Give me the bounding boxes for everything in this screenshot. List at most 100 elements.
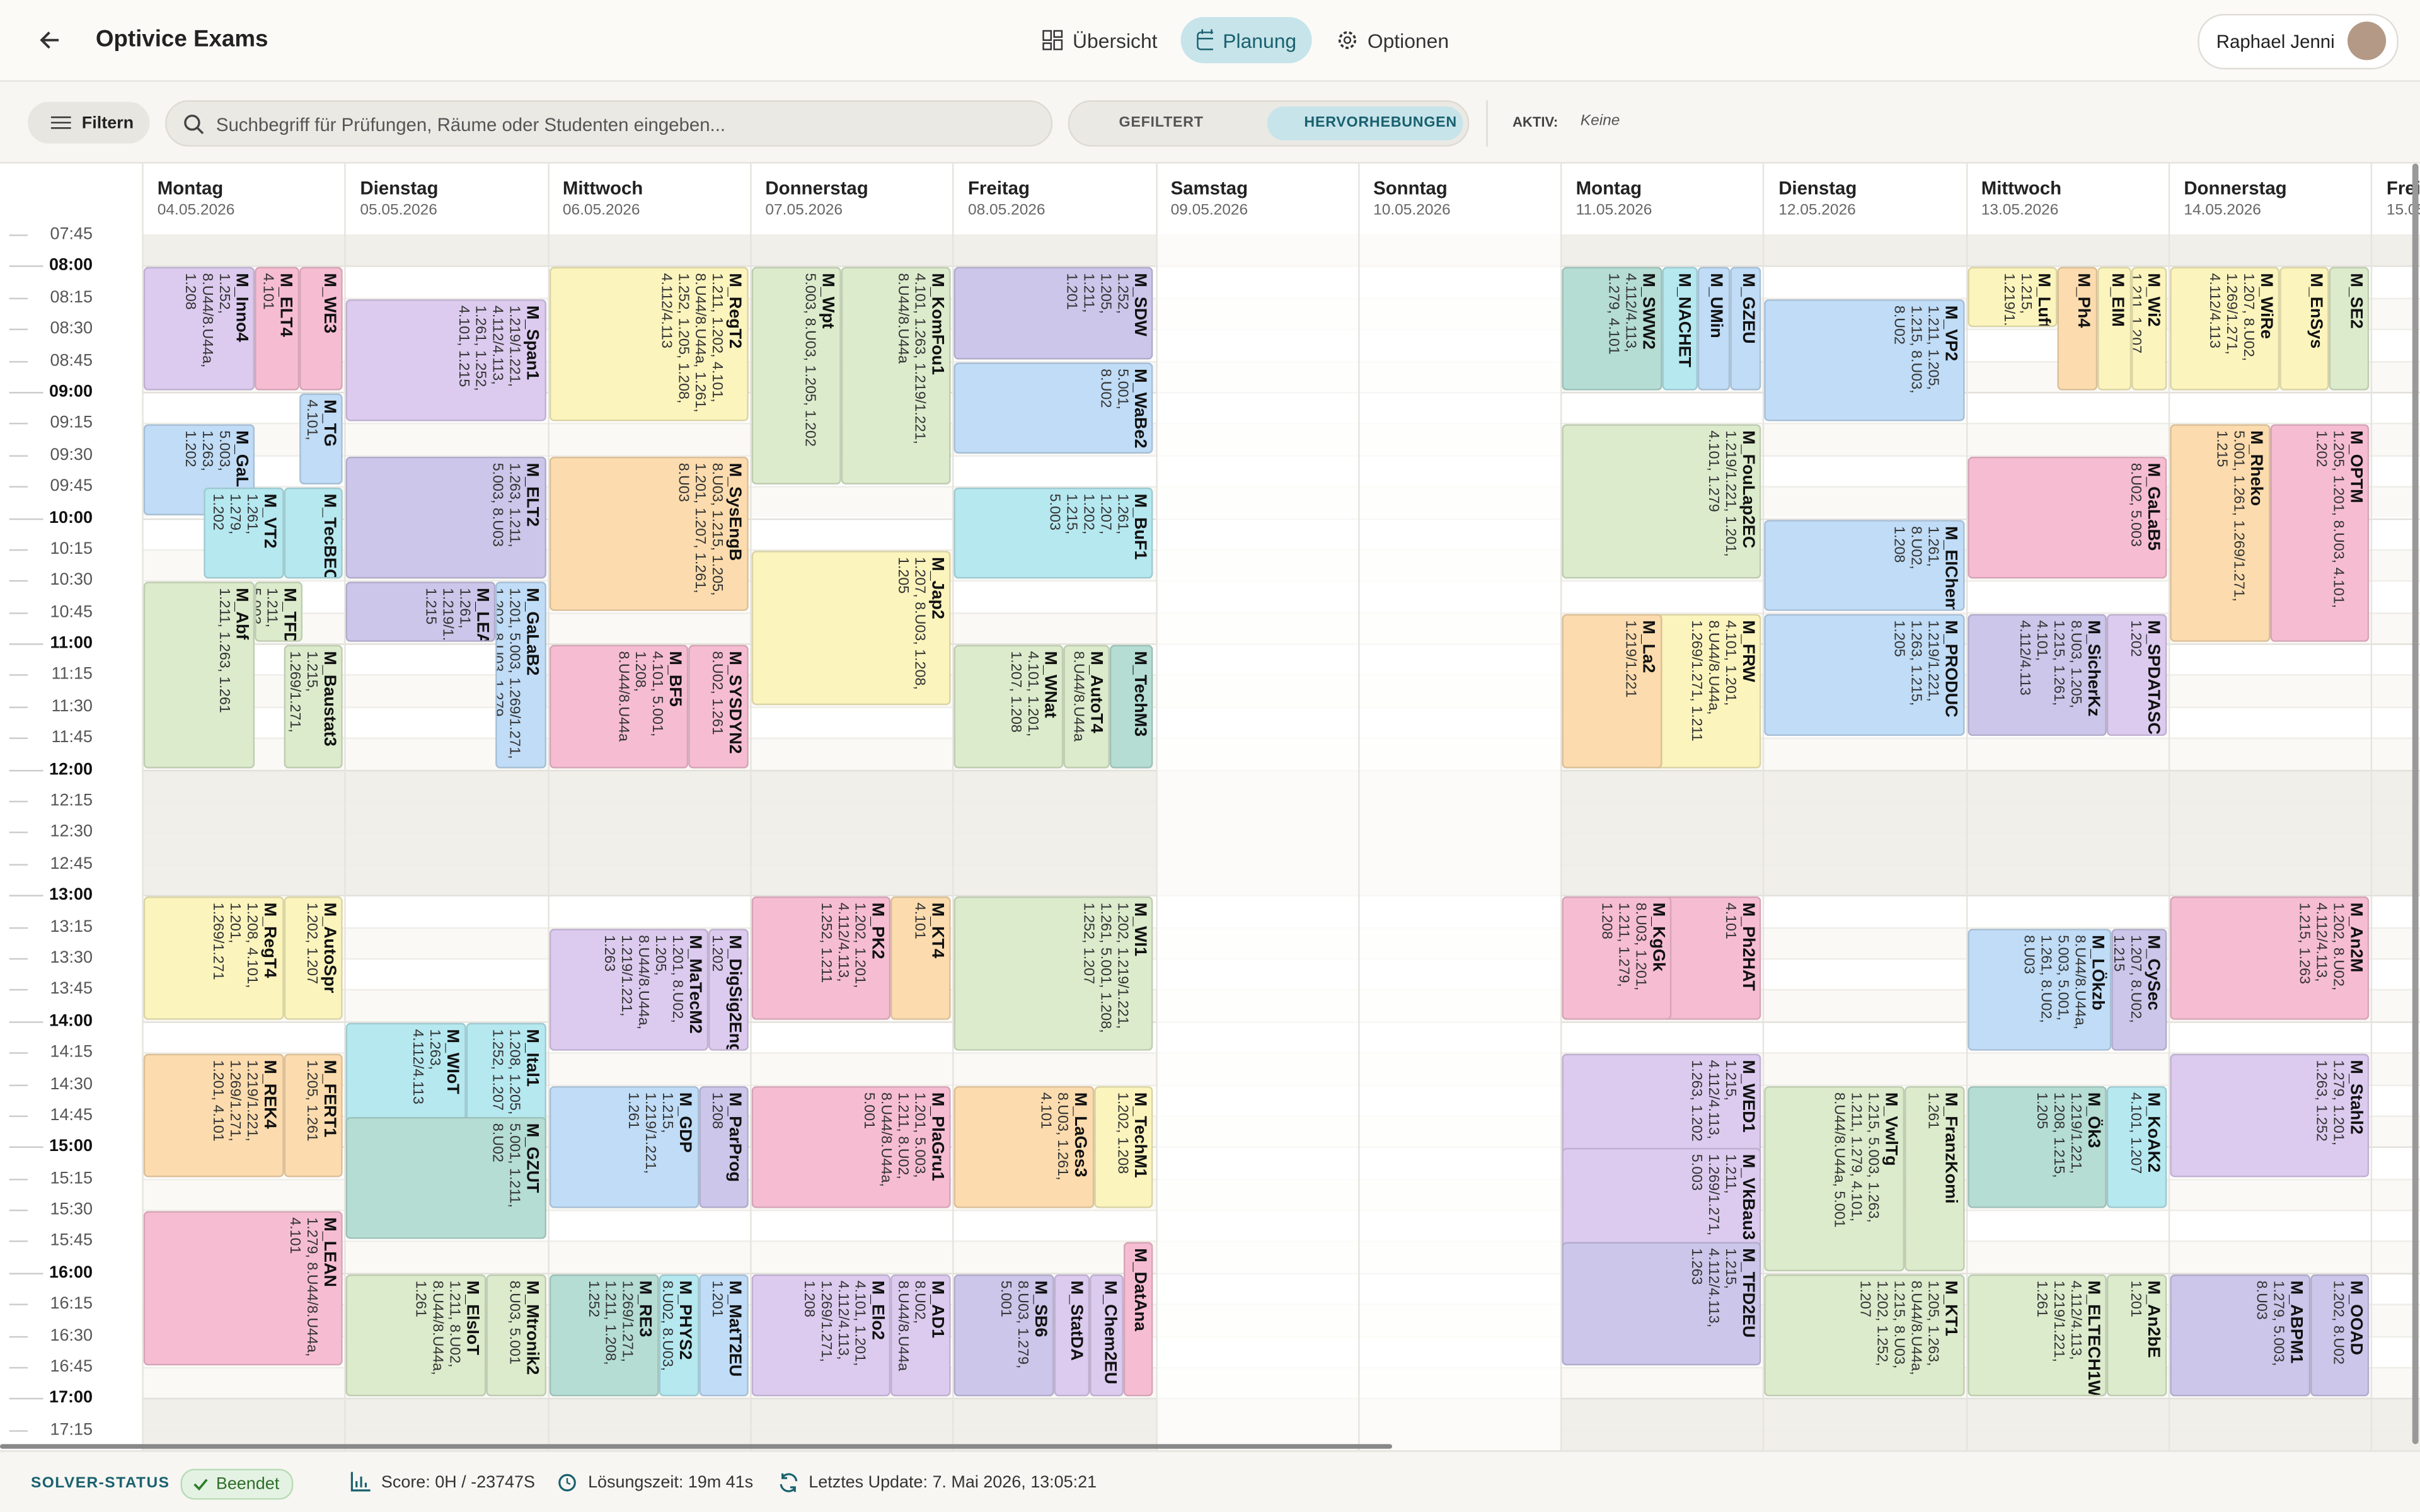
exam-block[interactable]: M_Elo2 4.101, 1.201, 4.112/4.113, 1.269/1… [751,1274,892,1397]
exam-block[interactable]: M_WE3 [299,267,343,391]
exam-block[interactable]: M_AutoSpr 1.202, 1.207 [283,896,343,1020]
exam-block[interactable]: M_FranzKomi 1.261 [1904,1085,1964,1271]
exam-block[interactable]: M_Rheko 5.001, 1.261, 1.269/1.271, 1.215 [2170,425,2270,642]
exam-block[interactable]: M_PRODUC 1.219/1.221, 1.263, 1.215, 1.205 [1765,613,1964,736]
exam-block[interactable]: M_PK2 1.202, 1.201, 4.112/4.113, 1.252, 1… [751,896,892,1020]
exam-block[interactable]: M_GZEU [1729,267,1762,391]
filter-button[interactable]: Filtern [28,101,150,144]
exam-block[interactable]: M_LaGes3 8.U03, 1.261, 4.101 [954,1085,1094,1208]
exam-block[interactable]: M_UMin [1697,267,1730,391]
exam-block[interactable]: M_ABPM1 1.279, 5.003, 8.U03 [2170,1274,2310,1397]
exam-block[interactable]: M_PlaGru1 1.201, 5.003, 1.211, 8.U02, 8.U… [751,1085,952,1208]
exam-block[interactable]: M_KomFou1 4.101, 1.263, 1.219/1.221, 8.U4… [841,267,952,485]
exam-block[interactable]: M_Baustat3 1.215, 1.269/1.271, 1.261 [283,644,343,768]
exam-block[interactable]: M_WI1 1.202, 1.219/1.221, 1.261, 5.001, 1… [954,896,1154,1051]
exam-block[interactable]: M_KT1 1.205, 1.263, 8.U44/8.U44a, 1.215, … [1765,1274,1964,1397]
exam-block[interactable]: M_AD1 8.U02, 8.U44/8.U44a [891,1274,952,1397]
exam-block[interactable]: M_An2bE 1.201 [2107,1274,2167,1397]
exam-block[interactable]: M_An2M 1.202, 8.U02, 4.112/4.113, 1.215, … [2170,896,2370,1020]
exam-block[interactable]: M_FouLap2EC 1.219/1.221, 1.201, 4.101, 1.… [1562,425,1762,580]
exam-block[interactable]: M_Abf 1.211, 1.263, 1.261 [143,581,256,768]
exam-block[interactable]: M_AutoT4 8.U44/8.U44a [1064,644,1110,768]
user-menu[interactable]: Raphael Jenni [2198,14,2399,70]
exam-block[interactable]: M_GZUT 5.001, 1.211, 8.U02 [346,1116,546,1240]
exam-block[interactable]: M_LEAN 1.279, 8.U44/8.U44a, 4.101 [143,1211,343,1366]
exam-block[interactable]: M_RegT2 1.211, 1.202, 4.101, 8.U44/8.U44a… [548,267,749,422]
exam-block[interactable]: M_StatDA [1054,1274,1090,1397]
exam-block[interactable]: M_MatT2EU 1.201 [698,1274,749,1397]
exam-block[interactable]: M_EIChem 1.261, 8.U02, 1.208 [1765,519,1964,610]
exam-block[interactable]: M_FRW 4.101, 1.201, 8.U44/8.U44a, 1.269/1… [1652,613,1762,768]
exam-block[interactable]: M_SPDATASC 1.202 [2107,613,2167,736]
exam-block[interactable]: M_TechM1 1.202, 1.208 [1093,1085,1154,1208]
nav-options[interactable]: Optionen [1321,17,1464,63]
exam-block[interactable]: M_KoAK2 4.101, 1.207 [2107,1085,2167,1208]
exam-block[interactable]: M_SE2 [2329,267,2370,391]
exam-block[interactable]: M_Ph4 [2057,267,2097,391]
exam-block[interactable]: M_OOAD 1.202, 8.U02 [2309,1274,2370,1397]
exam-block[interactable]: M_SWW2 4.112/4.113, 1.279, 4.101 [1562,267,1662,391]
exam-block[interactable]: M_LÖkzb 8.U44/8.U44a, 5.003, 5.001, 1.261… [1967,928,2111,1051]
exam-block[interactable]: M_WaBe2 5.001, 8.U02 [954,362,1154,454]
exam-block[interactable]: M_EnSys [2279,267,2330,391]
search-input[interactable]: Suchbegriff für Prüfungen, Räume oder St… [165,100,1053,147]
exam-block[interactable]: M_Chem2EU [1090,1274,1124,1397]
exam-block[interactable]: M_ParProg 1.208 [698,1085,749,1208]
exam-block[interactable]: M_KgGk 8.U03, 1.201, 1.211, 1.279, 1.208 [1562,896,1672,1020]
exam-block[interactable]: M_RegT4 1.208, 4.101, 1.201, 1.269/1.271 [143,896,284,1020]
toggle-filtered[interactable]: GEFILTERT [1119,114,1204,132]
nav-overview[interactable]: Übersicht [1027,17,1173,63]
exam-block[interactable]: M_ELT2 1.263, 1.211, 5.003, 8.U03 [346,456,546,580]
exam-block[interactable]: M_ELT4 4.101 [255,267,299,391]
exam-block[interactable]: M_LEA 1.261, 1.219/1.221, 1.215 [346,581,496,642]
exam-block[interactable]: M_Ph2HAT 4.101 [1661,896,1762,1020]
exam-block[interactable]: M_SDW 1.252, 1.205, 1.211, 1.201 [954,267,1154,359]
exam-block[interactable]: M_Mtronik2 8.U03, 5.001 [485,1274,546,1397]
exam-block[interactable]: M_Luft 1.215, 1.219/1.221 [1967,267,2058,328]
exam-block[interactable]: M_KT4 4.101 [891,896,952,1020]
toggle-highlight[interactable]: HERVORHEBUNGEN [1304,114,1457,132]
nav-planning[interactable]: Planung [1180,16,1312,64]
v-scrollbar[interactable] [2412,163,2419,1445]
exam-block[interactable]: M_TFD2EU 1.215, 4.112/4.113, 1.263 [1562,1242,1762,1366]
exam-block[interactable]: M_REK4 1.219/1.221, 1.269/1.271, 1.201, 4… [143,1053,284,1177]
back-button[interactable] [37,28,62,52]
exam-block[interactable]: M_TechM3 [1109,644,1154,768]
exam-block[interactable]: M_La2 1.219/1.221 [1562,613,1662,768]
exam-block[interactable]: M_SB6 8.U03, 1.279, 5.001 [954,1274,1054,1397]
exam-block[interactable]: M_Ök3 1.219/1.221, 1.208, 1.215, 1.205 [1967,1085,2107,1208]
exam-block[interactable]: M_OPTM 1.205, 1.201, 8.U03, 4.101, 1.202 [2269,425,2370,642]
exam-block[interactable]: M_SYSDYN2 8.U02, 1.261 [688,644,749,768]
exam-block[interactable]: M_SicherKz 8.U03, 1.205, 1.215, 1.261, 4.… [1967,613,2107,736]
exam-block[interactable]: M_GaLaB5 8.U02, 5.003 [1967,456,2167,580]
exam-block[interactable]: M_WiRe 1.207, 8.U02, 1.269/1.271, 4.112/4… [2170,267,2280,391]
exam-block[interactable]: M_DatAna [1124,1242,1154,1397]
exam-block[interactable]: M_Stahl2 1.279, 1.201, 1.263, 1.252 [2170,1053,2370,1177]
exam-block[interactable]: M_Span1 1.219/1.221, 4.112/4.113, 1.261, … [346,299,546,422]
exam-block[interactable]: M_VP2 1.211, 1.205, 1.215, 8.U03, 8.U02 [1765,299,1964,422]
exam-block[interactable]: M_CySec 1.207, 8.U02, 1.215 [2111,928,2167,1051]
exam-block[interactable]: M_ElsIoT 1.211, 8.U02, 8.U44/8.U44a, 1.26… [346,1274,486,1397]
exam-block[interactable]: M_TG4.101, 1.252, 8.U03 [299,393,343,485]
exam-block[interactable]: M_FERT1 1.205, 1.261 [283,1053,343,1177]
exam-block[interactable]: M_VwlTg 1.215, 5.003, 1.263, 1.211, 1.279… [1765,1085,1904,1271]
exam-block[interactable]: M_GaLaB2 1.201, 5.003, 1.269/1.271, 1.202… [495,581,546,768]
exam-block[interactable]: M_MaTecM2 1.201, 8.U02, 1.205, 8.U44/8.U4… [548,928,709,1051]
exam-block[interactable]: M_WNat 4.101, 1.201, 1.207, 1.208 [954,644,1064,768]
exam-block[interactable]: M_BuF1 1.261, 1.207, 1.202, 1.215, 5.003 [954,488,1154,580]
exam-block[interactable]: M_VT2 1.261, 1.279, 1.202 [203,488,284,580]
exam-block[interactable]: M_ELTECH1W 4.112/4.113, 1.219/1.221, 1.26… [1967,1274,2107,1397]
h-scrollbar[interactable] [0,1444,1392,1449]
exam-block[interactable]: M_SysEngB 8.U03, 1.215, 1.205, 1.201, 1.2… [548,456,749,610]
exam-block[interactable]: M_RE3 1.269/1.271, 1.211, 1.208, 1.252 [548,1274,659,1397]
exam-block[interactable]: M_TFD 1.211, 5.003 [255,581,304,642]
exam-block[interactable]: M_DigSig2Eng 1.202 [708,928,749,1051]
exam-block[interactable]: M_Wpt 5.003, 8.U03, 1.205, 1.202 [751,267,841,485]
exam-block[interactable]: M_Inno4 1.252, 8.U44/8.U44a, 1.208 [143,267,256,391]
exam-block[interactable]: M_NACHET [1661,267,1698,391]
exam-block[interactable]: M_Wi2 1.211, 1.207 [2131,267,2167,391]
exam-block[interactable]: M_BF5 4.101, 5.001, 1.208, 8.U44/8.U44a [548,644,689,768]
exam-block[interactable]: M_EIM [2097,267,2131,391]
exam-block[interactable]: M_Jap2 1.207, 8.U03, 1.208, 1.205 [751,551,952,705]
